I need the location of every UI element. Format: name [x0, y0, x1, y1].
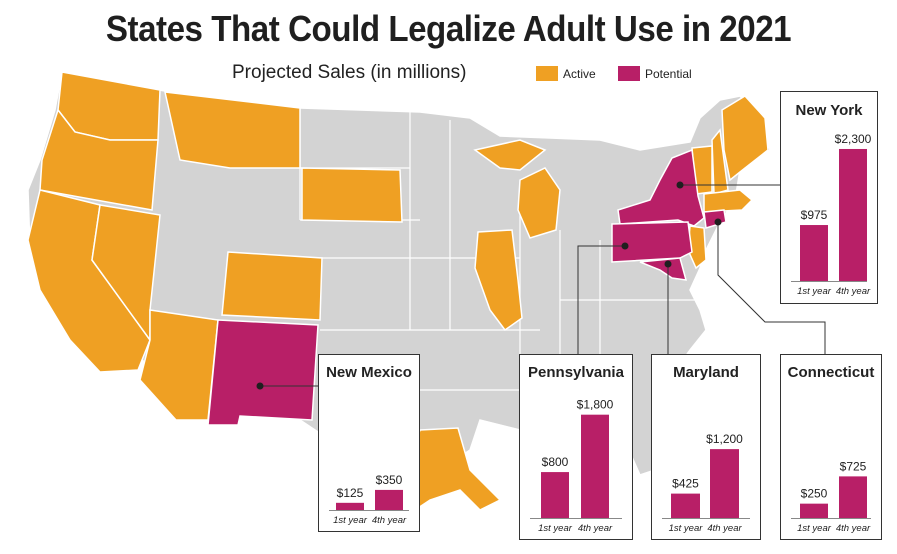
panel-title-pennsylvania: Pennsylvania: [528, 364, 624, 381]
leader-connecticut: [717, 222, 826, 354]
bar-0: [800, 503, 828, 518]
legend-swatch-potential: [618, 66, 640, 81]
marker-new-york: [676, 181, 684, 189]
bar-value-label: $725: [840, 459, 867, 473]
bar-category-label: 1st year: [797, 286, 832, 297]
map-new-hampshire: [711, 128, 729, 195]
bar-chart-4: $250 1st year $725 4th year: [791, 459, 871, 534]
map-connecticut: [703, 209, 727, 229]
bar-value-label: $800: [542, 455, 569, 469]
map-new-york: [617, 148, 705, 227]
bar-value-label: $250: [801, 487, 828, 501]
legend-label-potential: Potential: [645, 66, 692, 81]
map-arizona: [139, 309, 219, 421]
bar-category-label: 4th year: [372, 515, 407, 526]
map-montana: [164, 91, 301, 169]
chart-subtitle: Projected Sales (in millions): [232, 62, 467, 83]
bar-1: [839, 476, 867, 518]
bar-category-label: 1st year: [538, 523, 573, 534]
bar-0: [671, 493, 700, 518]
bar-value-label: $350: [376, 473, 403, 487]
bar-1: [710, 449, 739, 518]
bar-0: [541, 472, 569, 518]
map-new-mexico: [207, 319, 319, 426]
marker-connecticut: [714, 218, 722, 226]
bar-value-label: $975: [801, 208, 828, 222]
legend-item-active: Active: [536, 66, 596, 81]
bar-0: [336, 502, 364, 510]
bar-value-label: $1,200: [706, 432, 743, 446]
bar-1: [375, 489, 403, 510]
bar-category-label: 1st year: [797, 523, 832, 534]
map-illinois: [474, 229, 523, 332]
bar-value-label: $2,300: [835, 132, 872, 146]
bar-1: [581, 414, 609, 518]
panel-maryland: Maryland $425 1st year $1,200 4th year: [651, 354, 761, 540]
map-michigan-lower: [517, 167, 561, 239]
bar-chart-3: $425 1st year $1,200 4th year: [662, 432, 750, 534]
bar-category-label: 4th year: [707, 523, 742, 534]
chart-title: States That Could Legalize Adult Use in …: [105, 8, 792, 49]
panel-connecticut: Connecticut $250 1st year $725 4th year: [780, 354, 882, 540]
marker-pennsylvania: [621, 242, 629, 250]
panel-title-connecticut: Connecticut: [787, 364, 875, 381]
bar-value-label: $1,800: [577, 398, 614, 412]
panel-pennsylvania: Pennsylvania $800 1st year $1,800 4th year: [519, 354, 633, 540]
panel-title-new-mexico: New Mexico: [326, 364, 412, 381]
panel-new-york: New York $975 1st year $2,300 4th year: [780, 91, 878, 304]
map-pennsylvania: [611, 221, 693, 263]
bar-1: [839, 148, 867, 281]
bar-0: [800, 225, 828, 281]
panel-title-new-york: New York: [795, 102, 863, 119]
map-michigan: [473, 139, 547, 171]
map-maryland: [639, 257, 688, 281]
bar-value-label: $425: [672, 477, 699, 491]
marker-maryland: [664, 260, 672, 268]
bar-category-label: 1st year: [333, 515, 368, 526]
bar-category-label: 4th year: [836, 286, 871, 297]
bar-chart-0: $975 1st year $2,300 4th year: [791, 132, 872, 297]
map-oregon: [39, 108, 159, 211]
bar-value-label: $125: [337, 486, 364, 500]
map-south-dakota: [301, 167, 403, 223]
bar-category-label: 4th year: [578, 523, 613, 534]
map-massachusetts: [703, 189, 754, 213]
panel-title-maryland: Maryland: [673, 364, 739, 381]
legend-swatch-active: [536, 66, 558, 81]
marker-new-mexico: [256, 382, 264, 390]
bar-category-label: 4th year: [836, 523, 871, 534]
bar-category-label: 1st year: [669, 523, 704, 534]
panel-new-mexico: New Mexico $125 1st year $350 4th year: [318, 354, 420, 532]
bar-chart-1: $125 1st year $350 4th year: [329, 473, 409, 526]
legend-item-potential: Potential: [618, 66, 692, 81]
map-colorado: [221, 251, 323, 321]
bar-chart-2: $800 1st year $1,800 4th year: [530, 398, 622, 534]
leader-pennsylvania: [577, 245, 625, 354]
map-maine: [721, 95, 769, 182]
legend-label-active: Active: [563, 66, 596, 81]
